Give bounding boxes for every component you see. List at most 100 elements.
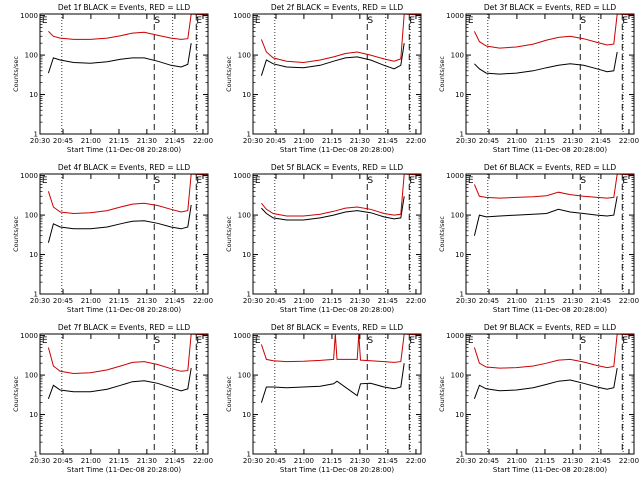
chart-panel-8: Det 8f BLACK = Events, RED = LLD 1 10 100 10…	[225, 323, 426, 474]
event-marker-label: S	[367, 176, 373, 186]
event-marker-label: E	[622, 336, 628, 346]
y-tick-label: 100	[25, 52, 38, 60]
x-tick-label: 22:00	[406, 457, 426, 465]
event-marker-label: E	[255, 176, 261, 186]
event-marker-label: S	[154, 16, 160, 26]
series-line-events	[260, 43, 405, 76]
chart-panel-7: Det 7f BLACK = Events, RED = LLD 1 10 100 10…	[12, 323, 213, 474]
x-axis-label: Start Time (11-Dec-08 20:28:00)	[280, 466, 394, 474]
series-line-lld	[47, 174, 208, 215]
event-marker-label: S	[367, 16, 373, 26]
plot-frame	[252, 173, 422, 295]
x-tick-label: 21:45	[378, 457, 398, 465]
y-tick-label: 1	[460, 131, 464, 139]
chart-panel-3: Det 3f BLACK = Events, RED = LLD 1 10 100 10…	[438, 3, 639, 154]
x-tick-label: 20:45	[266, 137, 286, 145]
event-marker-label: S	[367, 336, 373, 346]
event-marker-label: E	[42, 336, 48, 346]
x-tick-label: 22:00	[193, 137, 213, 145]
event-marker-label: E	[622, 16, 628, 26]
x-tick-label: 21:30	[563, 457, 583, 465]
x-tick-label: 22:00	[619, 137, 639, 145]
plot-frame	[252, 13, 422, 135]
x-tick-label: 20:45	[53, 137, 73, 145]
y-tick-label: 10	[29, 91, 38, 99]
x-tick-label: 20:45	[53, 297, 73, 305]
chart-title: Det 7f BLACK = Events, RED = LLD	[58, 323, 191, 332]
x-tick-label: 21:15	[109, 297, 129, 305]
y-tick-label: 100	[238, 52, 251, 60]
x-tick-label: 21:15	[322, 297, 342, 305]
x-tick-label: 21:00	[81, 137, 101, 145]
x-axis-label: Start Time (11-Dec-08 20:28:00)	[280, 146, 394, 154]
x-tick-label: 20:45	[266, 297, 286, 305]
chart-title: Det 8f BLACK = Events, RED = LLD	[271, 323, 404, 332]
chart-title: Det 4f BLACK = Events, RED = LLD	[58, 163, 191, 172]
y-tick-label: 1000	[446, 332, 464, 340]
x-tick-label: 20:30	[243, 297, 263, 305]
x-tick-label: 20:45	[479, 457, 499, 465]
x-tick-label: 21:45	[165, 297, 185, 305]
y-axis-label: Counts/sec	[438, 376, 446, 412]
event-marker-label: E	[196, 16, 202, 26]
chart-panel-2: Det 2f BLACK = Events, RED = LLD 1 10 100 10…	[225, 3, 426, 154]
x-tick-label: 21:15	[109, 137, 129, 145]
y-tick-label: 1	[247, 451, 251, 459]
plot-frame	[465, 173, 635, 295]
x-axis-label: Start Time (11-Dec-08 20:28:00)	[280, 306, 394, 314]
x-tick-label: 22:00	[619, 457, 639, 465]
y-tick-label: 1000	[446, 172, 464, 180]
x-axis-label: Start Time (11-Dec-08 20:28:00)	[493, 146, 607, 154]
chart-title: Det 2f BLACK = Events, RED = LLD	[271, 3, 404, 12]
series-line-lld	[473, 14, 634, 49]
x-tick-label: 21:30	[350, 297, 370, 305]
x-tick-label: 21:00	[507, 137, 527, 145]
x-tick-label: 20:45	[479, 137, 499, 145]
chart-panel-4: Det 4f BLACK = Events, RED = LLD 1 10 100 10…	[12, 163, 213, 314]
x-tick-label: 21:30	[563, 137, 583, 145]
x-tick-label: 21:30	[137, 297, 157, 305]
x-tick-label: 21:45	[378, 137, 398, 145]
y-tick-label: 1	[460, 291, 464, 299]
series-line-lld	[261, 174, 421, 217]
event-marker-label: E	[196, 176, 202, 186]
x-tick-label: 21:15	[322, 137, 342, 145]
y-axis-label: Counts/sec	[225, 376, 233, 412]
y-tick-label: 100	[238, 212, 251, 220]
y-axis-label: Counts/sec	[438, 216, 446, 252]
event-marker-label: S	[580, 16, 586, 26]
plot-frame	[465, 13, 635, 135]
y-axis-label: Counts/sec	[438, 56, 446, 92]
x-tick-label: 21:00	[507, 457, 527, 465]
x-tick-label: 20:45	[53, 457, 73, 465]
y-tick-label: 10	[242, 251, 251, 259]
y-axis-label: Counts/sec	[12, 376, 20, 412]
event-marker-label: E	[409, 16, 415, 26]
y-tick-label: 100	[451, 372, 464, 380]
chart-panel-5: Det 5f BLACK = Events, RED = LLD 1 10 100 10…	[225, 163, 426, 314]
y-tick-label: 1000	[233, 12, 251, 20]
chart-title: Det 6f BLACK = Events, RED = LLD	[484, 163, 617, 172]
x-tick-label: 20:30	[243, 457, 263, 465]
x-tick-label: 20:30	[456, 457, 476, 465]
event-marker-label: E	[255, 16, 261, 26]
plot-frame	[252, 333, 422, 455]
x-tick-label: 20:30	[243, 137, 263, 145]
x-tick-label: 21:00	[81, 297, 101, 305]
series-line-events	[474, 51, 618, 75]
event-marker-label: E	[196, 336, 202, 346]
chart-panel-1: Det 1f BLACK = Events, RED = LLD 1 10 100 10…	[12, 3, 213, 154]
series-line-lld	[47, 334, 208, 375]
x-tick-label: 21:15	[109, 457, 129, 465]
y-tick-label: 100	[25, 212, 38, 220]
x-tick-label: 21:45	[591, 137, 611, 145]
y-axis-label: Counts/sec	[12, 216, 20, 252]
plot-frame	[39, 333, 209, 455]
x-tick-label: 21:30	[137, 137, 157, 145]
plot-frame	[39, 13, 209, 135]
y-tick-label: 10	[455, 91, 464, 99]
x-tick-label: 22:00	[193, 297, 213, 305]
event-marker-label: E	[42, 176, 48, 186]
y-tick-label: 1000	[20, 12, 38, 20]
